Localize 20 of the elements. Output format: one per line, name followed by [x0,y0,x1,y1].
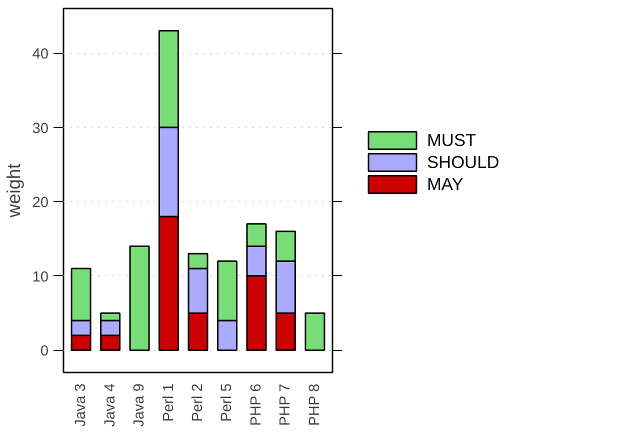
legend-label: MUST [427,129,476,151]
x-tick-label: Java 3 [73,383,90,427]
bar [304,312,326,351]
x-tick-label: Java 4 [102,383,118,427]
x-tick-label: Perl 1 [160,383,177,422]
x-tick-label: PHP 6 [248,384,264,426]
x-tick-label: Java 9 [132,383,148,427]
legend-label: MAY [427,173,464,195]
y-axis-title: weight [3,162,24,218]
x-tick-label: PHP 8 [306,384,323,426]
x-tick-label: PHP 7 [278,384,294,426]
legend-label: SHOULD [427,151,500,173]
x-tick-label: Perl 5 [219,383,236,422]
y-tick-label: 10 [32,269,49,286]
y-tick-label: 20 [32,195,49,212]
x-tick-label: Perl 2 [190,383,206,422]
bar [129,245,150,351]
y-tick-label: 0 [40,344,49,360]
y-tick-label: 30 [32,120,49,137]
y-tick-label: 40 [32,46,49,63]
